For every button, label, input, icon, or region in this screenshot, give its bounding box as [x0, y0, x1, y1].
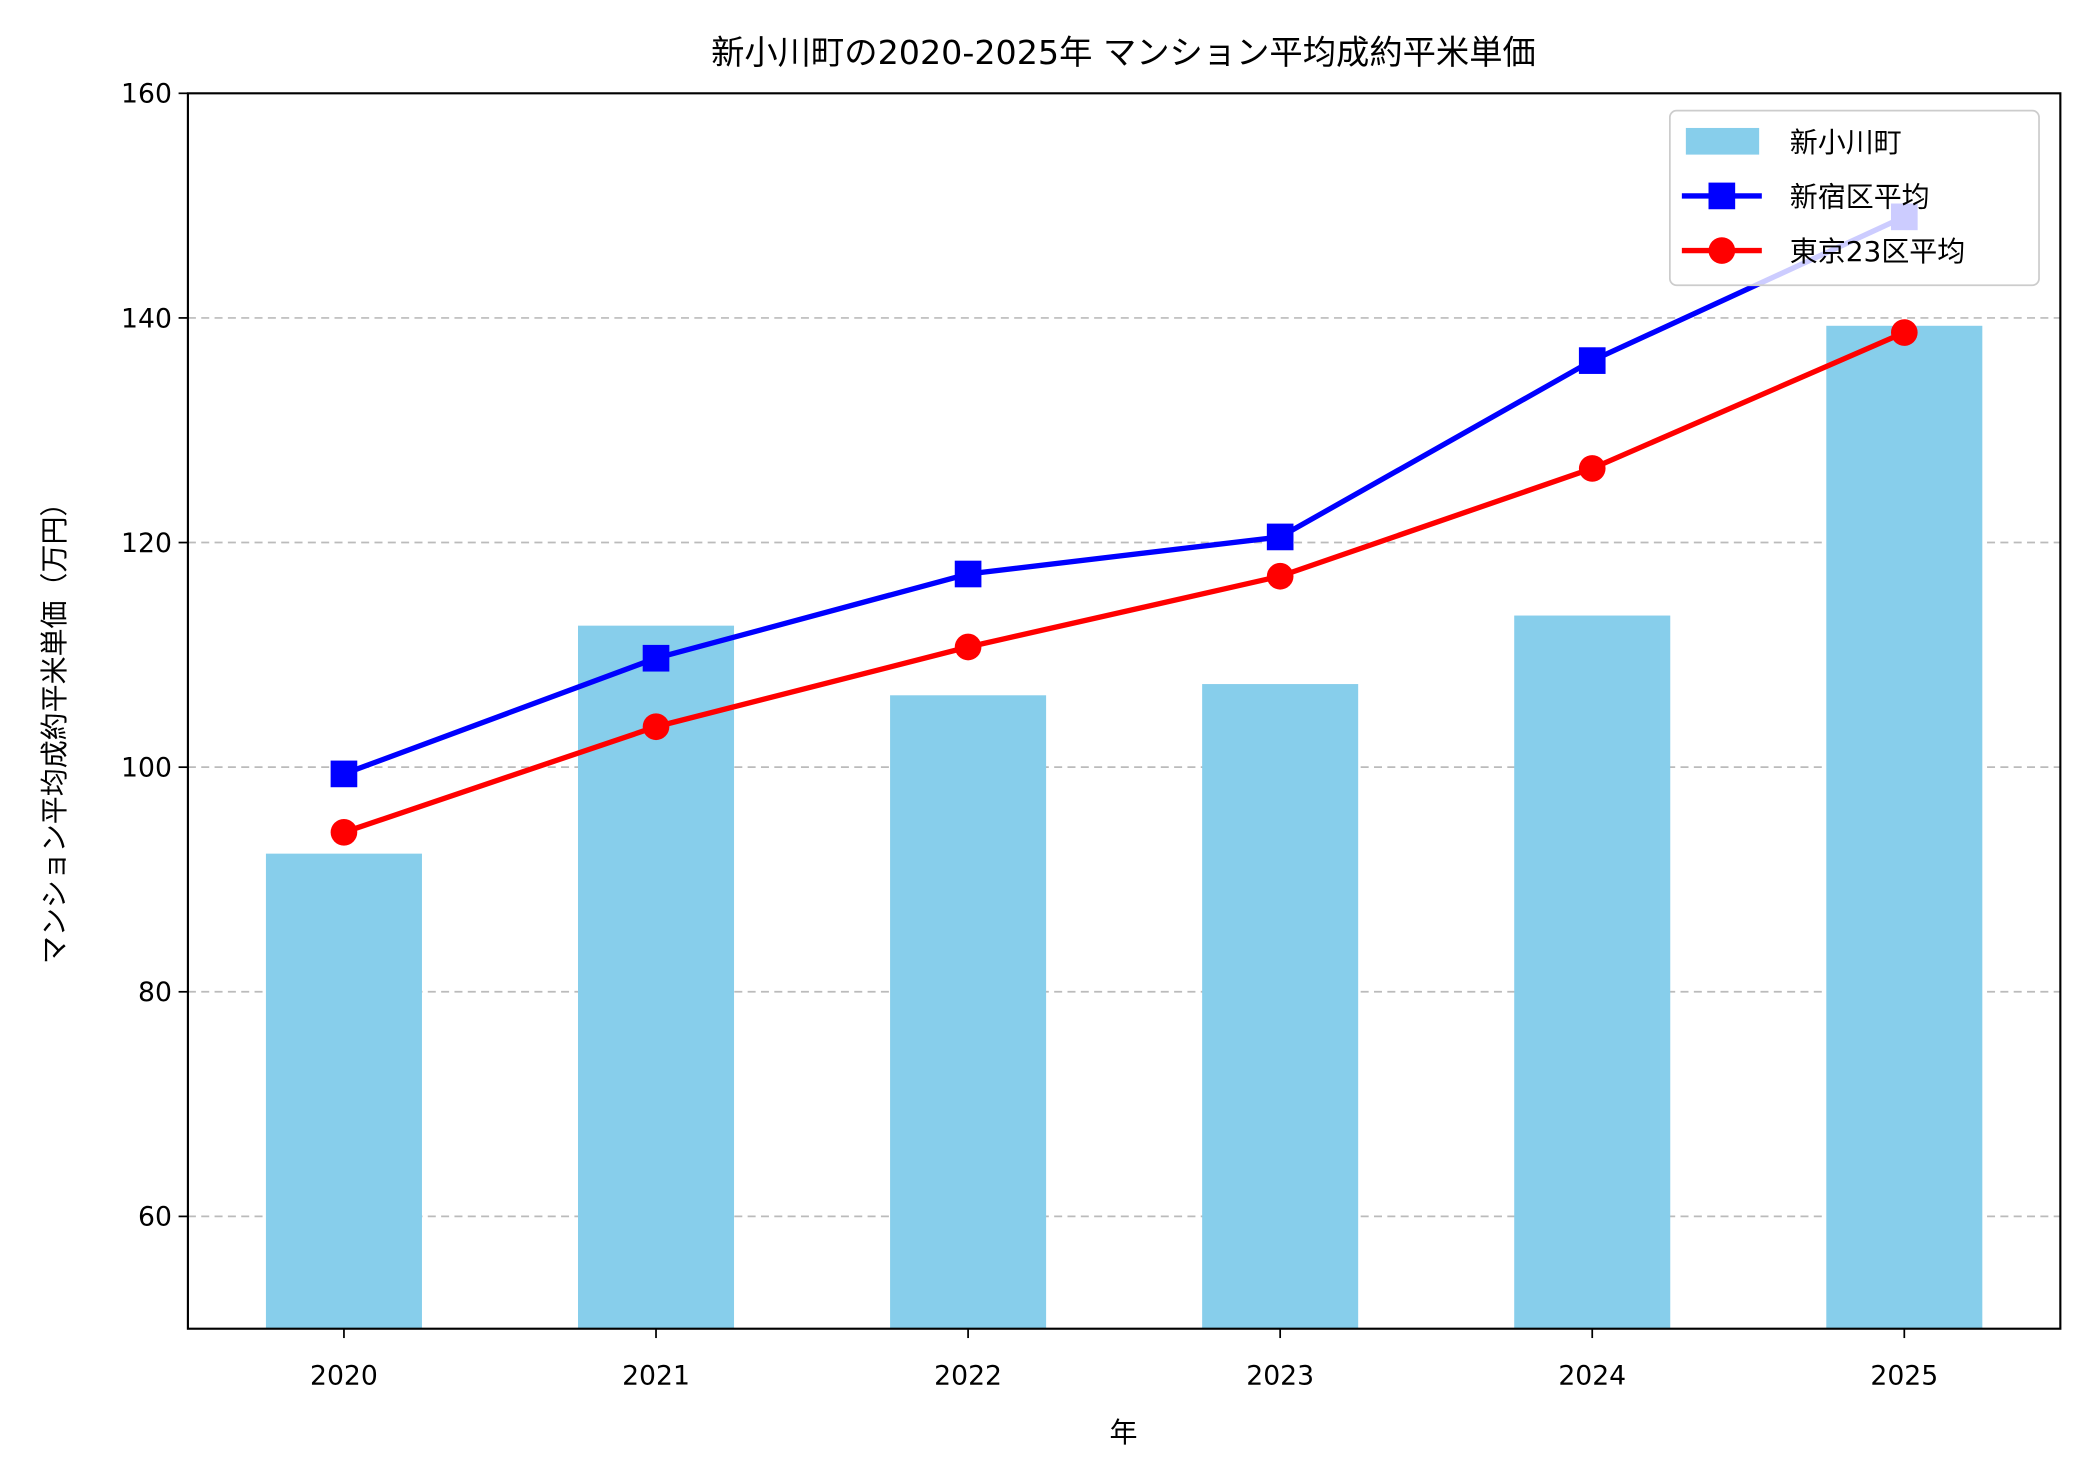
- legend-label-2: 東京23区平均: [1790, 235, 1965, 268]
- y-tick-label: 80: [138, 977, 172, 1008]
- marker-2-2020: [330, 818, 358, 846]
- legend-label-1: 新宿区平均: [1790, 181, 1930, 214]
- marker-1-2022: [954, 560, 982, 588]
- x-tick-label: 2025: [1870, 1361, 1938, 1392]
- bar-2020: [265, 853, 422, 1329]
- x-tick-label: 2022: [934, 1361, 1002, 1392]
- legend-swatch-0: [1685, 127, 1760, 155]
- marker-2-2024: [1578, 455, 1606, 482]
- chart-title: 新小川町の2020-2025年 マンション平均成約平米単価: [711, 33, 1536, 72]
- x-tick-label: 2023: [1246, 1361, 1314, 1392]
- legend-label-0: 新小川町: [1790, 126, 1902, 159]
- y-tick-label: 100: [121, 752, 172, 783]
- marker-1-2024: [1578, 347, 1606, 374]
- marker-2-2021: [642, 713, 670, 741]
- line-1: [343, 214, 1906, 777]
- y-tick-label: 60: [138, 1202, 172, 1233]
- x-tick-label: 2020: [310, 1361, 378, 1392]
- marker-2-2022: [954, 633, 982, 661]
- marker-1-2020: [330, 760, 358, 788]
- marker-2-2023: [1266, 562, 1294, 590]
- legend-marker-1: [1708, 182, 1736, 210]
- x-tick-label: 2021: [622, 1361, 690, 1392]
- marker-1-2021: [642, 644, 670, 672]
- bar-2024: [1514, 615, 1671, 1329]
- y-tick-label: 140: [121, 303, 172, 334]
- legend-marker-2: [1708, 237, 1736, 264]
- bar-2025: [1826, 325, 1983, 1329]
- y-axis-label: マンション平均成約平米単価（万円）: [38, 489, 71, 964]
- plot-frame: [186, 92, 2062, 1330]
- x-tick-label: 2024: [1558, 1361, 1626, 1392]
- marker-1-2023: [1266, 523, 1294, 551]
- bar-2022: [890, 695, 1047, 1329]
- marker-2-2025: [1890, 319, 1918, 346]
- line-2: [343, 330, 1906, 835]
- y-tick-label: 120: [121, 528, 172, 559]
- x-axis-label: 年: [1109, 1416, 1137, 1449]
- y-tick-label: 160: [121, 79, 172, 110]
- bar-2023: [1202, 684, 1359, 1329]
